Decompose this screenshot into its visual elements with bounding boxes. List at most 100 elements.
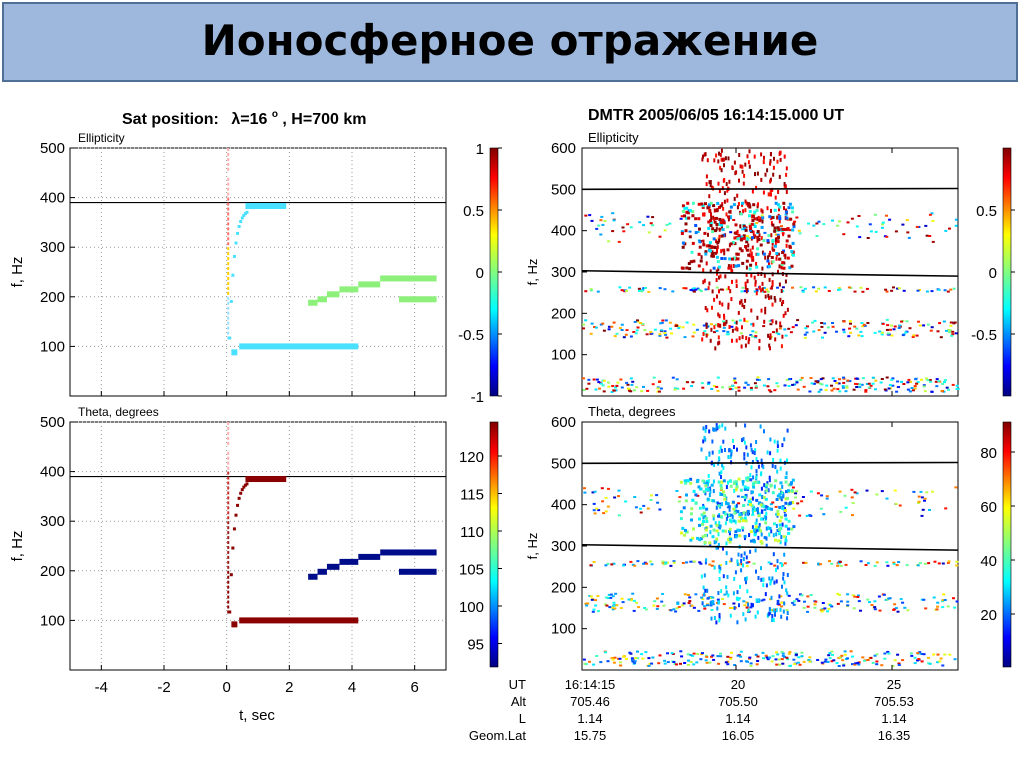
spectro-dot (854, 382, 857, 385)
spectro-dot (898, 324, 902, 327)
blob-dot (746, 509, 750, 513)
spectro-dot (791, 486, 795, 489)
blob-dot (745, 248, 749, 252)
streak-dot (749, 443, 752, 448)
streak-dot (765, 526, 768, 531)
spectro-dot (813, 606, 817, 609)
streak-dot (783, 601, 786, 606)
spectro-dot (684, 287, 688, 290)
spectro-dot (936, 661, 940, 664)
streak-dot (752, 603, 754, 608)
blob-dot (708, 249, 712, 253)
spectro-dot (920, 378, 923, 381)
blob-dot (779, 481, 783, 485)
y-axis-label: f, Hz (9, 531, 26, 562)
spectro-dot (896, 287, 900, 290)
streak-dot (751, 245, 754, 250)
spectro-dot (792, 507, 796, 510)
streak-dot (752, 505, 755, 510)
spectro-dot (820, 322, 824, 324)
blob-dot (704, 534, 707, 537)
left-header: Sat position: λ=16 o , H=700 km (122, 104, 366, 128)
spectro-dot (745, 235, 749, 238)
spectro-dot (846, 600, 850, 603)
spectro-dot (743, 386, 747, 389)
streak-dot (744, 497, 746, 502)
streak-dot (732, 438, 734, 443)
spectro-dot (795, 381, 799, 384)
spectro-dot (719, 564, 723, 567)
spectro-dot (916, 652, 920, 655)
spectro-dot (597, 381, 601, 384)
streak-dot (725, 485, 728, 489)
y-tick-label: 100 (551, 621, 576, 638)
streak-dot (720, 475, 722, 479)
spectro-dot (604, 496, 608, 499)
streak-dot (727, 286, 730, 291)
spectro-dot (778, 327, 782, 330)
spectro-dot (663, 229, 667, 232)
blob-dot (686, 201, 690, 205)
spectro-dot (641, 288, 645, 291)
streak-dot (744, 298, 747, 303)
streak-dot (718, 618, 721, 623)
spectro-dot (806, 325, 809, 328)
streak-dot (718, 151, 720, 156)
colorbar-tick-label: 20 (980, 607, 997, 624)
spectro-dot (781, 652, 785, 655)
spectro-dot (823, 331, 827, 334)
spectro-dot (794, 324, 798, 327)
spectro-dot (780, 658, 784, 661)
streak-dot (733, 445, 735, 449)
streak-dot (760, 152, 763, 157)
colorbar-tick-label: 115 (460, 487, 484, 504)
spectro-dot (915, 225, 919, 228)
spectro-dot (692, 290, 696, 293)
spectro-dot (701, 598, 705, 601)
spectro-dot (861, 325, 865, 328)
streak-dot (753, 528, 755, 533)
streak-dot (709, 486, 712, 491)
blob-dot (686, 211, 690, 215)
spectro-dot (634, 332, 638, 335)
spectro-dot (835, 662, 839, 665)
spectro-dot (885, 497, 889, 500)
streak-dot (784, 279, 787, 284)
spectro-dot (802, 660, 806, 663)
spectro-dot (622, 230, 626, 233)
spectro-dot (585, 604, 589, 607)
streak-dot (745, 580, 747, 585)
streak-dot (768, 611, 771, 616)
spectro-dot (787, 327, 791, 330)
spectro-dot (844, 390, 848, 393)
spectro-dot (936, 601, 940, 604)
spectro-dot (658, 508, 662, 511)
blob-dot (712, 237, 716, 241)
trace-point (227, 212, 230, 216)
spectro-dot (929, 380, 933, 383)
trace-point (227, 466, 230, 470)
streak-dot (769, 437, 772, 442)
streak-dot (744, 281, 747, 286)
spectro-dot (845, 385, 849, 388)
spectro-dot (584, 602, 588, 605)
spectro-dot (645, 562, 649, 565)
streak-dot (713, 616, 716, 620)
streak-dot (718, 471, 721, 476)
curve-point (242, 213, 246, 217)
streak-dot (711, 439, 714, 444)
streak-dot (744, 199, 747, 204)
streak-dot (755, 569, 757, 574)
streak-dot (742, 481, 745, 486)
streak-dot (781, 302, 783, 307)
spectro-dot (828, 652, 832, 655)
spectro-dot (842, 320, 846, 323)
spectro-dot (731, 319, 735, 322)
spectro-dot (856, 383, 860, 386)
spectro-dot (706, 596, 710, 599)
streak-dot (744, 162, 747, 167)
spectro-dot (794, 492, 798, 495)
spectro-dot (770, 660, 774, 663)
trace-point (227, 422, 230, 425)
streak-dot (755, 518, 758, 523)
